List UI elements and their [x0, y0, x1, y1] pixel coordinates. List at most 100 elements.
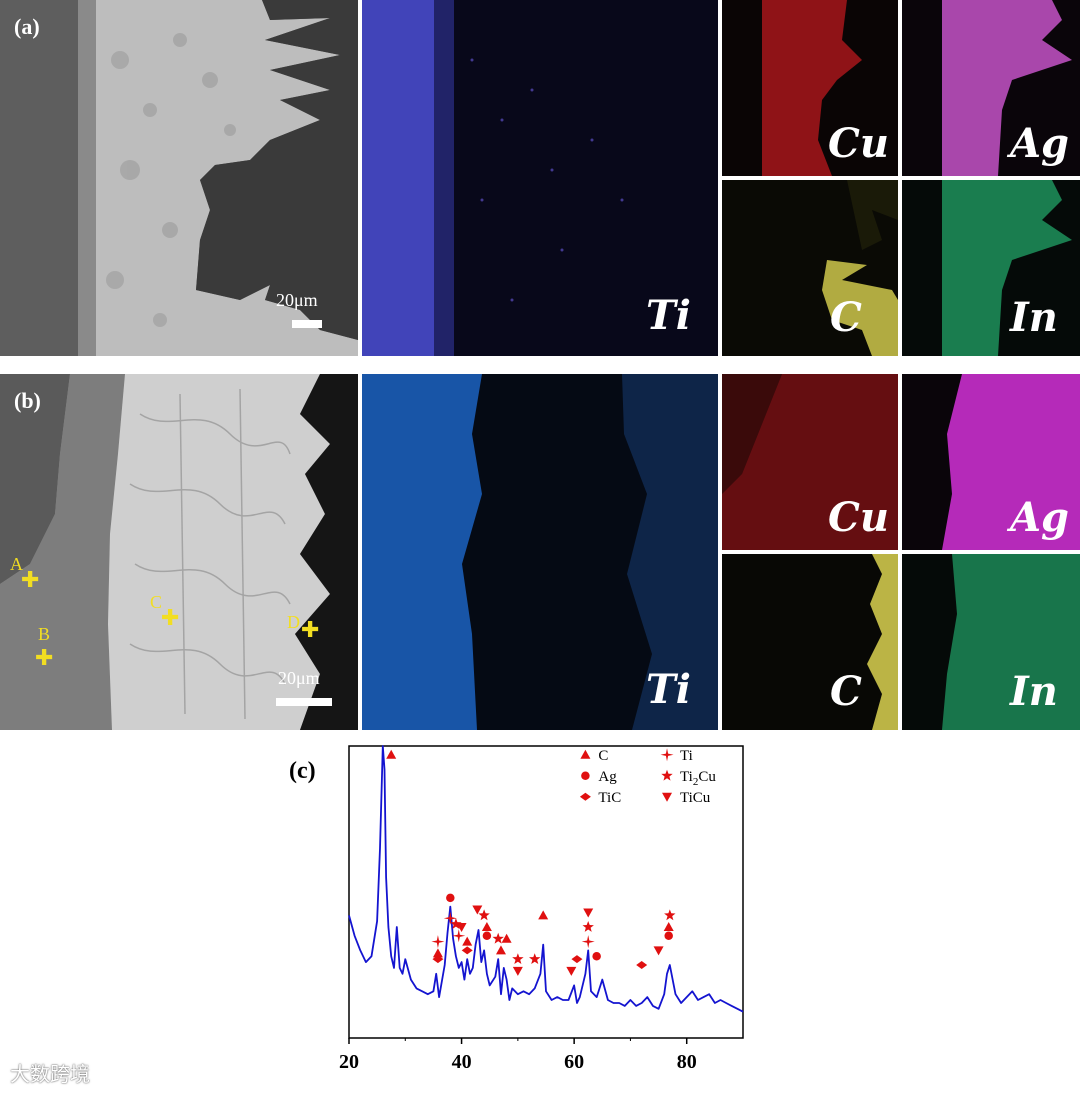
- panel-b-sem-image: (b) A ✚ B ✚ C ✚ D ✚ 20μm: [0, 374, 358, 730]
- panel-b-ag-label: Ag: [1010, 494, 1070, 541]
- peak-marker-star-15: [492, 932, 504, 944]
- point-c-marker: ✚: [161, 606, 180, 631]
- watermark-text: 大数跨境: [10, 1062, 90, 1086]
- peak-marker-circle-27: [592, 951, 601, 961]
- panel-b-ag-graphic: [942, 374, 1080, 550]
- peak-marker-circle-14: [482, 931, 492, 941]
- panel-b-ti-map: Ti: [362, 374, 718, 730]
- peak-marker-four-point-star-8: [452, 929, 466, 943]
- legend-label-3: Ti: [680, 748, 693, 764]
- point-d-label: D: [287, 612, 300, 632]
- peak-marker-triangle-up-13: [481, 922, 492, 932]
- panel-b-c-map: C: [722, 554, 898, 730]
- panel-b-cu-label: Cu: [828, 494, 889, 541]
- legend-symbol-star: [661, 769, 673, 781]
- panel-a-scale-text: 20μm: [276, 290, 318, 310]
- legend-symbol-four-point-star: [660, 748, 674, 762]
- legend-symbol-circle: [581, 771, 590, 781]
- panel-b-cu-graphic: [722, 374, 898, 550]
- panel-b-ti-label: Ti: [646, 666, 691, 713]
- peak-marker-triangle-down-29: [653, 946, 664, 956]
- chart-panel-label: (c): [289, 758, 316, 784]
- point-c-label: C: [150, 592, 163, 612]
- panel-a-c-graphic: [822, 180, 898, 356]
- peak-marker-triangle-up-31: [663, 922, 674, 932]
- legend-symbol-triangle-down: [662, 792, 673, 802]
- peak-marker-triangle-up-16: [501, 933, 512, 943]
- legend-label-1: Ag: [598, 769, 617, 785]
- xrd-series-line-0: [348, 745, 744, 1013]
- peak-marker-star-25: [582, 921, 594, 932]
- point-d-marker: ✚: [301, 618, 320, 643]
- peak-marker-circle-1: [446, 893, 455, 903]
- peak-marker-diamond-10: [461, 946, 473, 955]
- x-tick-label-40: 40: [452, 1051, 472, 1073]
- panel-a-ag-map: Ag: [902, 0, 1080, 176]
- peak-marker-star-12: [478, 909, 490, 921]
- panel-b-cu-map: Cu: [722, 374, 898, 550]
- peak-marker-triangle-up-21: [538, 910, 549, 920]
- peak-marker-star-20: [529, 953, 541, 964]
- panel-b-in-map: In: [902, 554, 1080, 730]
- panel-a-ag-label: Ag: [1010, 120, 1070, 167]
- peak-marker-triangle-down-19: [512, 966, 523, 976]
- xrd-chart-svg: (c) 20 40 60 80 C Ag TiC Ti Ti2Cu TiCu: [289, 745, 744, 1073]
- panel-a-in-map: In: [902, 180, 1080, 356]
- legend-symbol-triangle-up: [580, 749, 591, 759]
- panel-a-sem-graphic: [0, 0, 358, 356]
- panel-a-sem-image: (a) 20μm: [0, 0, 358, 356]
- peak-marker-triangle-up-0: [386, 749, 397, 759]
- legend-symbol-diamond: [579, 792, 591, 801]
- peak-marker-star-18: [512, 953, 524, 964]
- peak-marker-diamond-22: [571, 955, 583, 964]
- peak-marker-triangle-down-24: [583, 908, 594, 918]
- panel-b-ag-map: Ag: [902, 374, 1080, 550]
- legend-label-4: Ti2Cu: [680, 769, 716, 788]
- peak-marker-four-point-star-2: [443, 911, 457, 925]
- x-tick-label-60: 60: [564, 1051, 584, 1073]
- point-a-label: A: [10, 554, 23, 574]
- panel-b-sem-graphic: [0, 374, 358, 730]
- panel-b-in-label: In: [1010, 668, 1058, 715]
- peak-marker-triangle-up-17: [495, 945, 506, 955]
- panel-a-ag-graphic: [942, 0, 1072, 176]
- peak-marker-triangle-down-11: [472, 905, 483, 915]
- legend-label-2: TiC: [598, 790, 621, 806]
- panel-a-ti-map: Ti: [362, 0, 718, 356]
- panel-b-c-graphic: [867, 554, 898, 730]
- panel-b-scale-text: 20μm: [278, 668, 320, 688]
- peak-marker-triangle-down-23: [566, 966, 577, 976]
- peak-marker-four-point-star-26: [581, 935, 595, 949]
- peak-marker-triangle-down-7: [456, 923, 467, 933]
- x-tick-label-20: 20: [339, 1051, 359, 1073]
- legend-label-0: C: [598, 748, 608, 764]
- legend-label-5: TiCu: [680, 790, 711, 806]
- panel-a-in-graphic: [942, 180, 1072, 356]
- point-b-marker: ✚: [35, 646, 54, 671]
- peak-marker-circle-32: [664, 931, 673, 941]
- point-a-marker: ✚: [21, 568, 40, 593]
- panel-b-label: (b): [14, 388, 41, 413]
- peak-marker-four-point-star-4: [431, 935, 445, 949]
- peak-marker-star-6: [450, 918, 462, 929]
- panel-a-c-label: C: [830, 294, 862, 341]
- peak-marker-triangle-up-9: [462, 936, 473, 946]
- panel-b-in-graphic: [942, 554, 1080, 730]
- peak-marker-star-30: [664, 909, 676, 921]
- peak-marker-diamond-28: [636, 961, 648, 969]
- panel-a-cu-map: Cu: [722, 0, 898, 176]
- panel-a-label: (a): [14, 14, 40, 39]
- x-tick-label-80: 80: [677, 1051, 697, 1073]
- plot-frame: [348, 745, 744, 1039]
- panel-a-ti-graphic: [362, 0, 624, 356]
- panel-a-scale-bar: [292, 320, 322, 328]
- panel-a-c-map: C: [722, 180, 898, 356]
- panel-a-ti-label: Ti: [646, 292, 691, 339]
- panel-a-in-label: In: [1010, 294, 1058, 341]
- panel-b-ti-graphic: [362, 374, 718, 730]
- panel-a-cu-label: Cu: [828, 120, 889, 167]
- xrd-chart: (c) 20 40 60 80 C Ag TiC Ti Ti2Cu TiCu: [285, 742, 755, 1092]
- point-b-label: B: [38, 624, 51, 644]
- panel-b-c-label: C: [830, 668, 862, 715]
- panel-a-cu-graphic: [762, 0, 862, 176]
